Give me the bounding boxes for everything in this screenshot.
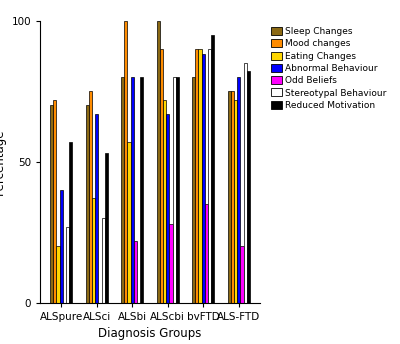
Bar <box>86 105 89 303</box>
Bar <box>131 77 134 303</box>
Bar <box>176 77 179 303</box>
Bar <box>53 100 56 303</box>
Bar <box>205 204 208 303</box>
Bar <box>237 77 240 303</box>
Bar <box>195 49 198 303</box>
Y-axis label: Percentage: Percentage <box>0 128 6 195</box>
Bar <box>105 153 108 303</box>
Legend: Sleep Changes, Mood changes, Eating Changes, Abnormal Behaviour, Odd Beliefs, St: Sleep Changes, Mood changes, Eating Chan… <box>269 25 388 112</box>
Bar <box>172 77 176 303</box>
Bar <box>208 49 211 303</box>
Bar <box>202 54 205 303</box>
Bar <box>92 198 95 303</box>
Bar <box>198 49 202 303</box>
Bar <box>128 142 131 303</box>
Bar <box>121 77 124 303</box>
Bar <box>134 241 137 303</box>
Bar <box>231 91 234 303</box>
Bar <box>169 224 172 303</box>
Bar <box>240 246 244 303</box>
Bar <box>60 190 63 303</box>
Bar <box>50 105 53 303</box>
Bar <box>234 100 237 303</box>
Bar <box>69 142 72 303</box>
Bar <box>66 227 69 303</box>
Bar <box>211 35 214 303</box>
Bar <box>166 114 169 303</box>
Bar <box>140 77 144 303</box>
Bar <box>244 63 247 303</box>
Bar <box>163 100 166 303</box>
Bar <box>192 77 195 303</box>
Bar <box>228 91 231 303</box>
Bar <box>95 114 98 303</box>
Bar <box>124 21 128 303</box>
Bar <box>102 218 105 303</box>
Bar <box>56 246 60 303</box>
Bar <box>89 91 92 303</box>
X-axis label: Diagnosis Groups: Diagnosis Groups <box>98 327 202 340</box>
Bar <box>247 72 250 303</box>
Bar <box>160 49 163 303</box>
Bar <box>156 21 160 303</box>
